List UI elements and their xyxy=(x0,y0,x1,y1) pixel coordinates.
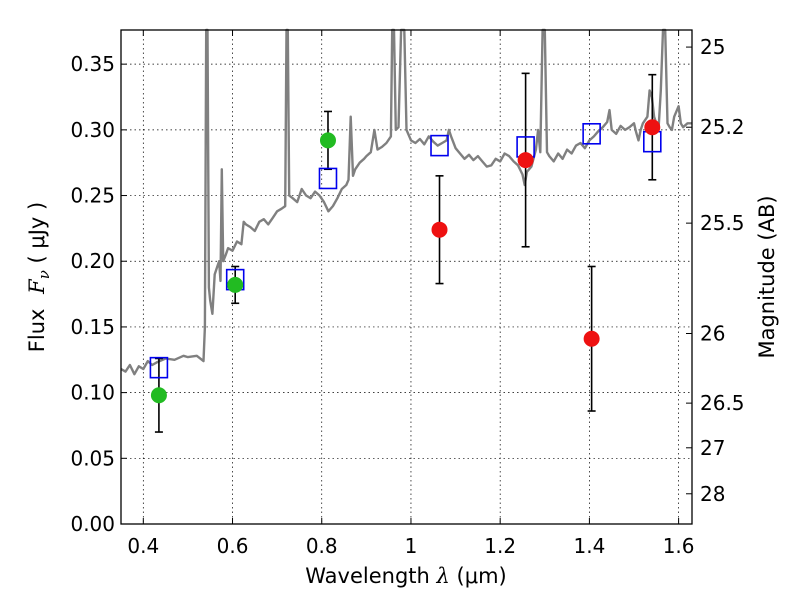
observed-optical-point xyxy=(150,387,167,404)
y2-tick-label: 25 xyxy=(700,35,725,59)
x-axis-label-suffix: (μm) xyxy=(457,564,507,588)
y-tick-label: 0.10 xyxy=(70,381,115,405)
observed-optical-point xyxy=(227,276,244,293)
x-tick-label: 0.4 xyxy=(127,534,159,558)
y-tick-label: 0.25 xyxy=(70,184,115,208)
y-axis-label-subscript: ν xyxy=(35,270,53,279)
axis-ticks: 0.4 0.6 0.8 1 1.2 1.4 1.6 0.00 0.05 0.10 0.15 0.20 0… xyxy=(70,30,745,558)
x-axis-label-symbol: λ xyxy=(436,564,450,588)
y2-axis-label: Magnitude (AB) xyxy=(755,195,779,358)
y2-tick-label: 25.2 xyxy=(700,115,745,139)
x-tick-label: 0.6 xyxy=(217,534,249,558)
y2-tick-label: 27 xyxy=(700,436,725,460)
model-photometry-square xyxy=(430,134,449,157)
observed-nir-point xyxy=(644,119,661,136)
y2-tick-label: 26.5 xyxy=(700,391,745,415)
model-photometry-square xyxy=(582,122,601,145)
model-photometry-square xyxy=(149,356,169,379)
observed-points xyxy=(150,119,661,404)
model-spectrum-line xyxy=(120,28,692,376)
y-tick-label: 0.20 xyxy=(70,249,115,273)
y-tick-label: 0.35 xyxy=(70,52,115,76)
x-axis-label: Wavelength λ (μm) xyxy=(305,564,506,588)
y2-tick-label: 28 xyxy=(700,482,725,506)
y-tick-label: 0.30 xyxy=(70,118,115,142)
x-tick-label: 1.4 xyxy=(573,534,605,558)
x-tick-label: 0.8 xyxy=(306,534,338,558)
observed-nir-point xyxy=(583,330,600,347)
observed-nir-point xyxy=(517,152,534,169)
y-axis-label-symbol: F xyxy=(25,278,49,295)
y2-tick-label: 25.5 xyxy=(700,211,745,235)
y-axis-label-suffix: ( μJy ) xyxy=(25,202,49,264)
x-axis-label-prefix: Wavelength xyxy=(305,564,430,588)
x-tick-label: 1.2 xyxy=(484,534,516,558)
y-tick-label: 0.00 xyxy=(70,512,115,536)
y-axis-label-prefix: Flux xyxy=(25,309,49,353)
y-axis-label: Flux Fν ( μJy ) xyxy=(25,202,54,352)
model-spectrum xyxy=(120,28,692,376)
y-tick-label: 0.15 xyxy=(70,315,115,339)
model-photometry-square xyxy=(318,167,338,190)
y2-tick-label: 26 xyxy=(700,321,725,345)
plot-frame xyxy=(120,29,693,525)
observed-optical-point xyxy=(319,132,336,149)
y-tick-label: 0.05 xyxy=(70,446,115,470)
x-tick-label: 1.6 xyxy=(663,534,695,558)
x-tick-label: 1 xyxy=(405,534,418,558)
observed-nir-point xyxy=(431,221,448,238)
